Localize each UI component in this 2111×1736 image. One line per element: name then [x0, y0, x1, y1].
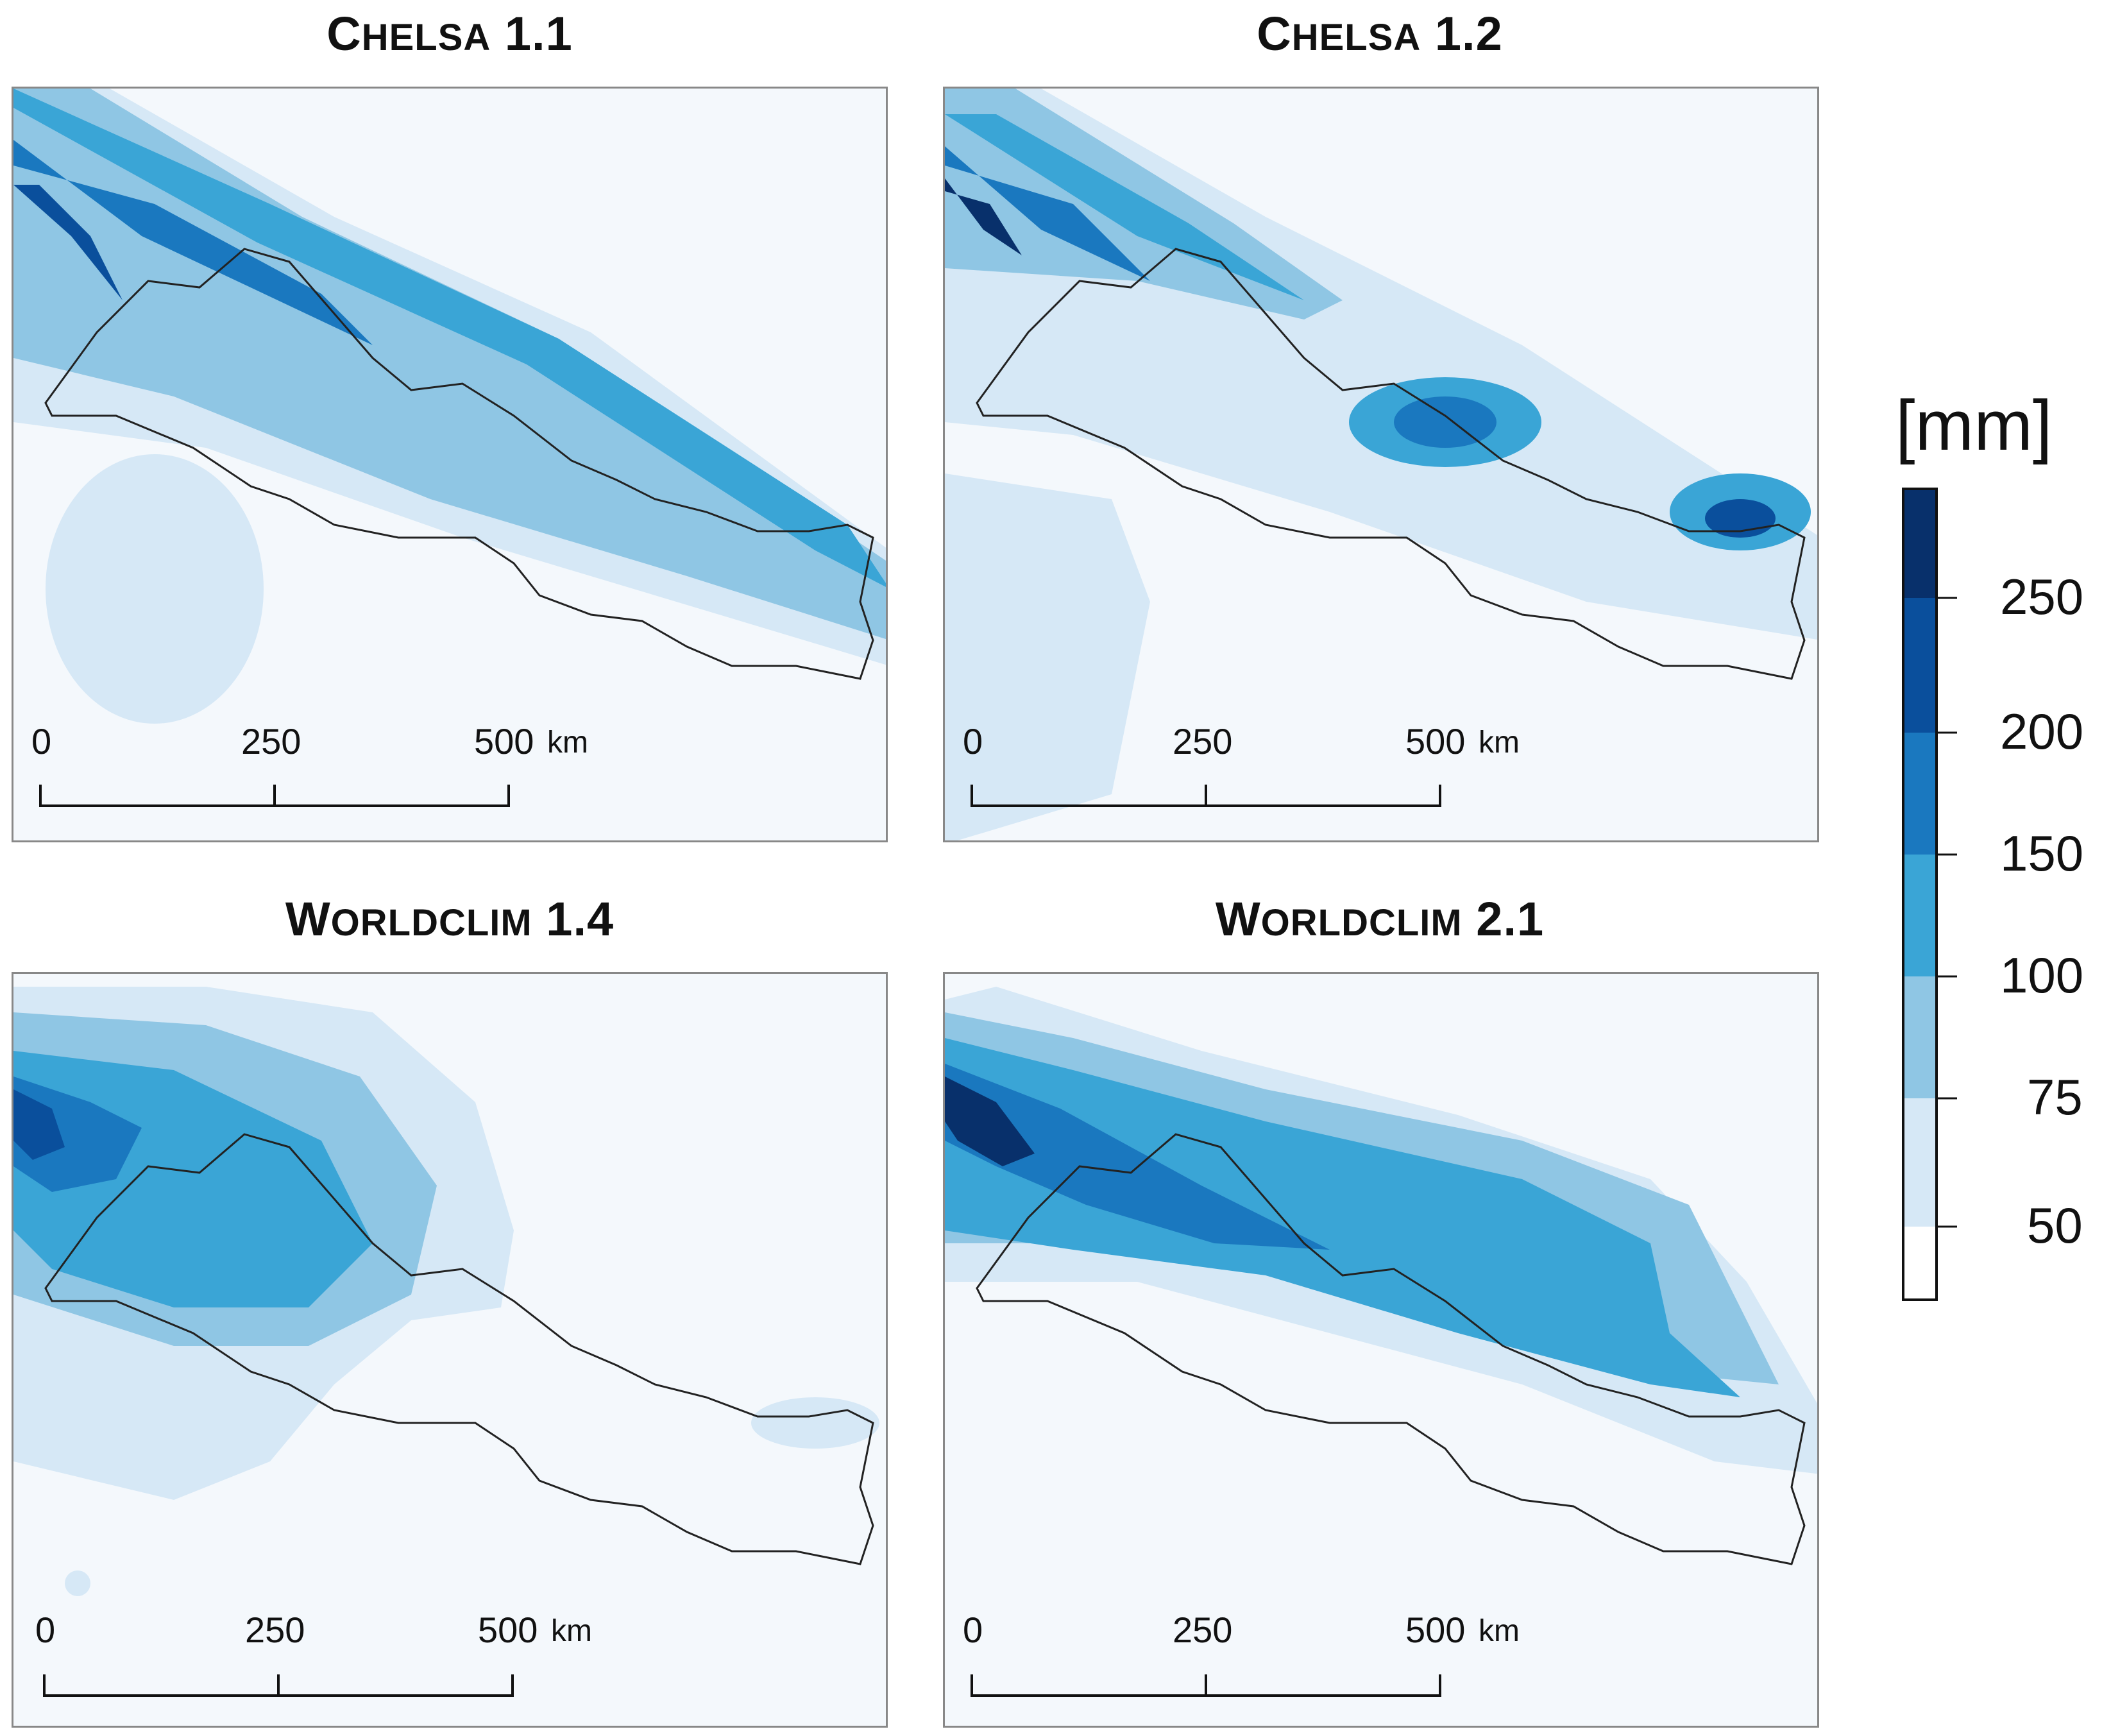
legend-tick-label-250: 250 — [2000, 568, 2084, 625]
map-worldclim-2-1-svg — [945, 987, 1817, 1697]
precip-band-high — [13, 89, 886, 587]
map-chelsa-1-2: 0 250 500 km — [943, 87, 1819, 842]
legend-tick-label-75: 75 — [2027, 1069, 2083, 1125]
precip-peak — [945, 1076, 1035, 1166]
precip-peak — [13, 1089, 65, 1160]
panel-title-worldclim-1-4: WORLDCLIM 1.4 — [285, 892, 615, 946]
country-border — [44, 248, 874, 680]
scale-label-0: 0 — [35, 1610, 56, 1650]
scale-label-250: 250 — [245, 1610, 305, 1650]
legend-swatch-75-100 — [1903, 976, 1937, 1098]
legend-swatch-150-200 — [1903, 733, 1937, 855]
legend-swatch-below-50 — [1903, 1227, 1937, 1300]
legend-title: [mm] — [1895, 386, 2053, 465]
precip-band-very-high — [945, 146, 1150, 281]
legend-tick-label-100: 100 — [2000, 947, 2084, 1003]
scale-label-500: 500 — [1405, 721, 1466, 762]
precip-band-high — [945, 1038, 1740, 1397]
legend-swatch-250-plus — [1903, 489, 1937, 598]
scale-label-0: 0 — [963, 1610, 983, 1650]
scale-label-250: 250 — [1173, 721, 1233, 762]
scale-unit: km — [1479, 1614, 1520, 1648]
precip-band-very-high — [13, 140, 373, 345]
legend-swatch-50-75 — [1903, 1098, 1937, 1227]
legend-swatch-200-250 — [1903, 598, 1937, 733]
map-chelsa-1-1-svg — [13, 89, 886, 807]
precip-lowland — [945, 473, 1150, 840]
panel-title-chelsa-1-1: CHELSA 1.1 — [326, 7, 573, 60]
precip-east-high-1b — [1394, 396, 1496, 448]
panel-title-chelsa-1-2: CHELSA 1.2 — [1257, 7, 1503, 60]
precip-band-very-high — [945, 1064, 1330, 1250]
precip-east-patch — [751, 1397, 879, 1449]
scale-label-500: 500 — [478, 1610, 538, 1650]
legend-colorbar — [1902, 488, 1940, 1301]
scale-label-0: 0 — [31, 721, 52, 762]
map-chelsa-1-2-svg — [945, 89, 1817, 840]
country-border — [44, 1133, 874, 1565]
legend-tick-label-50: 50 — [2027, 1197, 2083, 1254]
country-border — [976, 248, 1806, 680]
map-worldclim-2-1: 0 250 500 km — [943, 972, 1819, 1728]
scale-label-250: 250 — [1173, 1610, 1233, 1650]
country-border — [976, 1133, 1806, 1565]
scale-label-500: 500 — [1405, 1610, 1466, 1650]
scale-unit: km — [547, 726, 588, 760]
legend-tick-label-200: 200 — [2000, 703, 2084, 760]
scale-label-250: 250 — [241, 721, 301, 762]
scale-label-0: 0 — [963, 721, 983, 762]
map-worldclim-1-4-svg — [13, 987, 879, 1697]
legend-swatch-100-150 — [1903, 855, 1937, 976]
legend-tick-marks — [1937, 597, 1957, 1228]
scale-unit: km — [551, 1614, 592, 1648]
scale-label-500: 500 — [474, 721, 534, 762]
map-chelsa-1-1: 0 250 500 km — [12, 87, 888, 842]
legend-tick-label-150: 150 — [2000, 825, 2084, 881]
precip-peak — [945, 178, 1022, 255]
panel-title-worldclim-2-1: WORLDCLIM 2.1 — [1215, 892, 1545, 946]
legend-border — [1902, 488, 1938, 1301]
map-worldclim-1-4: 0 250 500 km — [12, 972, 888, 1728]
scale-unit: km — [1479, 726, 1520, 760]
precip-band-high — [945, 114, 1304, 300]
precip-lowland-blob — [46, 454, 264, 724]
precip-isolated-spot — [65, 1570, 90, 1596]
